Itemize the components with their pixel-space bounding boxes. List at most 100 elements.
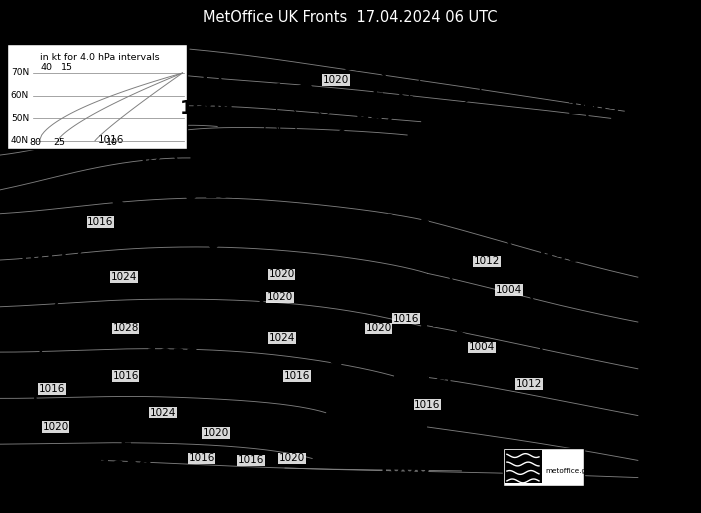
Text: 80: 80 [29,139,41,147]
Polygon shape [272,84,283,96]
Text: 1016: 1016 [393,314,419,324]
Polygon shape [472,176,482,183]
Text: 1016: 1016 [393,376,448,395]
Text: 1011: 1011 [319,428,373,447]
Text: in kt for 4.0 hPa intervals: in kt for 4.0 hPa intervals [41,53,160,62]
Polygon shape [538,321,545,328]
Text: L: L [120,431,131,449]
Text: 1028: 1028 [112,323,139,333]
Polygon shape [171,145,179,152]
Text: L: L [8,279,19,297]
Polygon shape [388,81,398,87]
Polygon shape [352,60,364,70]
Polygon shape [451,281,460,288]
Polygon shape [505,235,514,242]
Text: 996: 996 [540,247,580,266]
Text: 15: 15 [60,64,72,72]
Polygon shape [233,275,243,281]
Text: 1024: 1024 [150,408,176,418]
Polygon shape [318,216,329,228]
Polygon shape [53,305,61,312]
Text: 1020: 1020 [267,292,294,302]
Polygon shape [127,186,139,194]
Text: L: L [551,284,562,302]
Text: 10: 10 [106,139,118,147]
Text: L: L [225,154,236,173]
Text: MetOffice UK Fronts  17.04.2024 06 UTC: MetOffice UK Fronts 17.04.2024 06 UTC [203,10,498,26]
Polygon shape [583,84,591,91]
Text: 1016: 1016 [87,217,114,227]
Bar [7,45,186,149]
Text: 1016: 1016 [414,400,441,409]
Polygon shape [182,179,191,186]
Text: 1004: 1004 [431,311,485,330]
Polygon shape [282,318,292,325]
Text: L: L [551,219,562,237]
Text: 1033: 1033 [146,347,200,366]
Polygon shape [200,228,209,235]
Text: 1016: 1016 [97,135,124,145]
Text: metoffice.gov: metoffice.gov [545,468,595,474]
Polygon shape [433,231,442,238]
Polygon shape [209,244,218,251]
Text: 1010: 1010 [285,183,339,202]
Polygon shape [254,228,264,240]
Text: H: H [165,319,181,337]
Text: 50N: 50N [11,114,29,123]
Text: 1012: 1012 [118,183,173,202]
Text: 1020: 1020 [365,323,392,333]
Text: L: L [140,154,151,173]
Polygon shape [375,65,385,71]
Text: L: L [371,81,382,98]
Polygon shape [298,332,308,340]
Polygon shape [36,367,44,374]
Text: 40N: 40N [11,136,29,145]
Text: 1020: 1020 [43,422,69,432]
Polygon shape [301,78,313,90]
Text: L: L [452,284,464,302]
Polygon shape [193,211,201,219]
Text: 1012: 1012 [203,183,258,202]
Polygon shape [588,121,596,128]
Polygon shape [445,144,455,151]
Polygon shape [39,352,47,359]
Polygon shape [533,304,542,311]
Polygon shape [456,297,463,304]
Text: 1012: 1012 [474,256,501,266]
Polygon shape [332,361,342,368]
Polygon shape [402,96,412,103]
Text: 1024: 1024 [111,272,137,282]
Polygon shape [432,128,441,134]
Text: L: L [306,154,318,173]
Polygon shape [81,244,89,251]
Text: 1004: 1004 [496,285,522,295]
Text: 1016: 1016 [112,371,139,381]
Text: 1011: 1011 [17,247,72,266]
Polygon shape [500,226,509,233]
Text: 1010: 1010 [0,307,41,326]
Text: 1020: 1020 [322,75,349,85]
Polygon shape [456,347,463,354]
Polygon shape [458,331,465,338]
Text: 1020: 1020 [203,428,229,438]
Polygon shape [587,229,595,236]
Polygon shape [66,275,74,281]
Text: 40: 40 [40,64,52,72]
Polygon shape [315,347,325,354]
Polygon shape [36,415,43,421]
Polygon shape [459,160,468,167]
Polygon shape [441,247,449,254]
Text: 1008: 1008 [376,460,430,479]
Polygon shape [353,214,362,226]
Polygon shape [540,338,548,346]
Text: 1020: 1020 [279,453,305,463]
Polygon shape [350,374,360,382]
Polygon shape [248,289,259,296]
Text: L: L [43,219,55,237]
Text: 1012: 1012 [516,379,543,389]
Polygon shape [149,160,162,167]
Polygon shape [451,364,460,371]
Polygon shape [586,102,594,110]
Polygon shape [177,162,186,169]
Polygon shape [483,192,492,200]
